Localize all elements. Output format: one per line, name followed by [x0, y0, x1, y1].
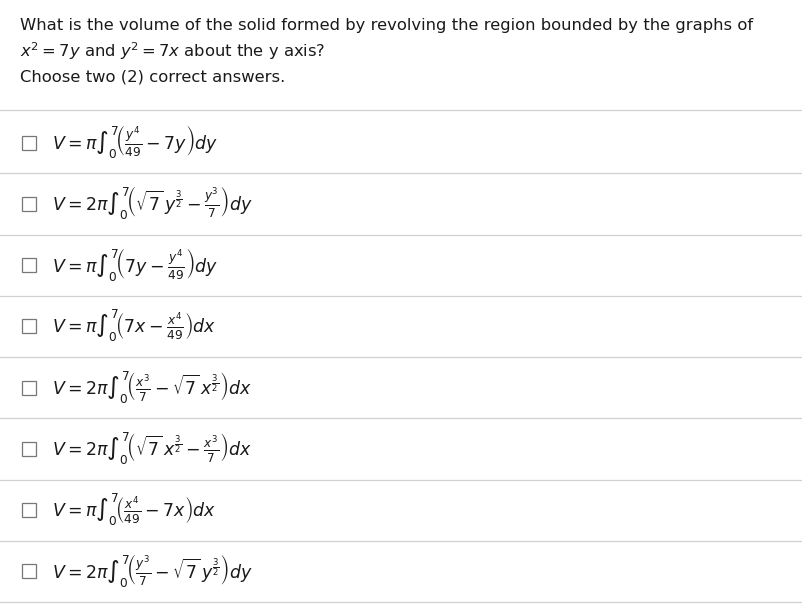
Text: What is the volume of the solid formed by revolving the region bounded by the gr: What is the volume of the solid formed b… [20, 18, 753, 33]
Bar [22, 381, 36, 394]
Text: Choose two (2) correct answers.: Choose two (2) correct answers. [20, 70, 286, 85]
Bar [22, 503, 36, 517]
Text: $V = \pi\int_0^7\!\left(\frac{x^4}{49} - 7x\right)dx$: $V = \pi\int_0^7\!\left(\frac{x^4}{49} -… [52, 492, 216, 528]
Text: $x^2 = 7y$ and $y^2 = 7x$ about the y axis?: $x^2 = 7y$ and $y^2 = 7x$ about the y ax… [20, 40, 326, 62]
Bar [22, 564, 36, 578]
Bar [22, 136, 36, 149]
Bar [22, 319, 36, 333]
Bar [22, 442, 36, 456]
Text: $V = \pi\int_0^7\!\left(7x - \frac{x^4}{49}\right)dx$: $V = \pi\int_0^7\!\left(7x - \frac{x^4}{… [52, 309, 216, 344]
Text: $V = \pi\int_0^7\!\left(7y - \frac{y^4}{49}\right)dy$: $V = \pi\int_0^7\!\left(7y - \frac{y^4}{… [52, 247, 218, 284]
Bar [22, 258, 36, 272]
Text: $V = 2\pi\int_0^7\!\left(\sqrt{7}\,y^{\frac{3}{2}} - \frac{y^3}{7}\right)dy$: $V = 2\pi\int_0^7\!\left(\sqrt{7}\,y^{\f… [52, 185, 253, 223]
Text: $V = \pi\int_0^7\!\left(\frac{y^4}{49} - 7y\right)dy$: $V = \pi\int_0^7\!\left(\frac{y^4}{49} -… [52, 124, 218, 161]
Bar [22, 197, 36, 211]
Text: $V = 2\pi\int_0^7\!\left(\sqrt{7}\,x^{\frac{3}{2}} - \frac{x^3}{7}\right)dx$: $V = 2\pi\int_0^7\!\left(\sqrt{7}\,x^{\f… [52, 431, 252, 467]
Text: $V = 2\pi\int_0^7\!\left(\frac{x^3}{7} - \sqrt{7}\,x^{\frac{3}{2}}\right)dx$: $V = 2\pi\int_0^7\!\left(\frac{x^3}{7} -… [52, 370, 252, 406]
Text: $V = 2\pi\int_0^7\!\left(\frac{y^3}{7} - \sqrt{7}\,y^{\frac{3}{2}}\right)dy$: $V = 2\pi\int_0^7\!\left(\frac{y^3}{7} -… [52, 553, 253, 590]
